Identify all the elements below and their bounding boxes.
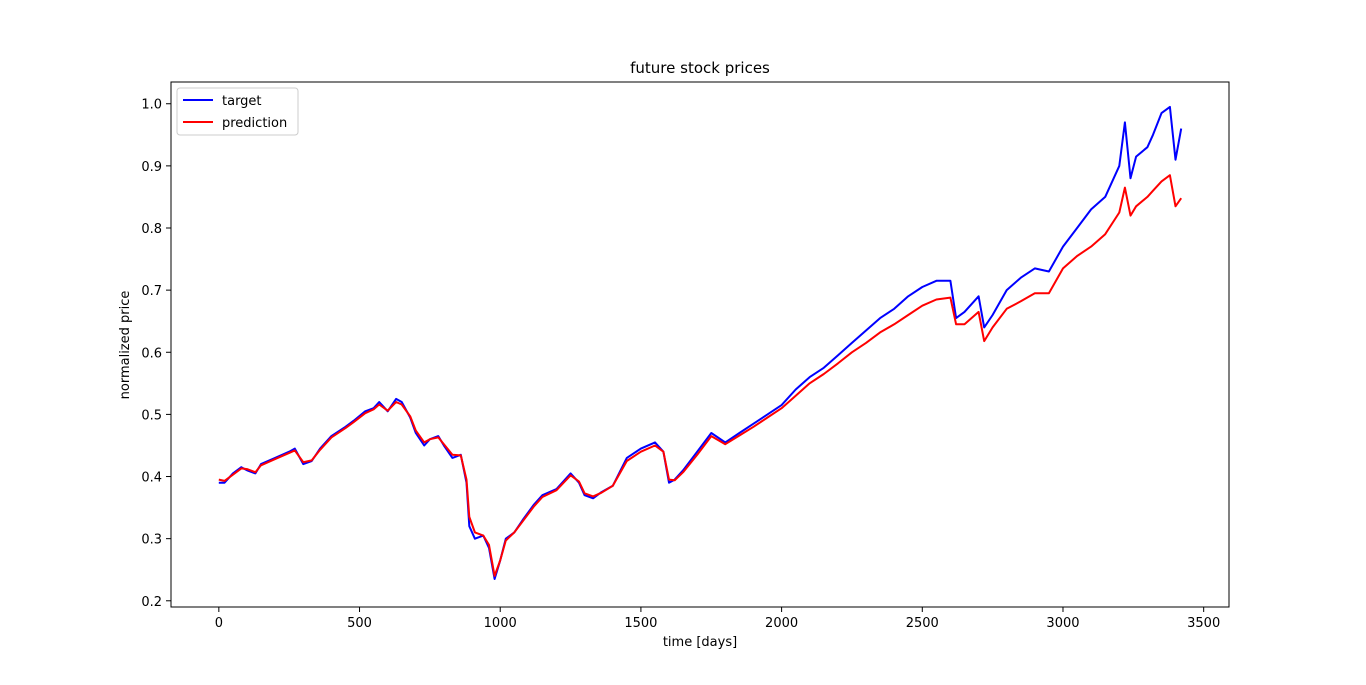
y-axis-label: normalized price — [118, 291, 133, 400]
x-tick-label: 2000 — [765, 616, 798, 631]
legend-prediction-label: prediction — [222, 116, 287, 131]
y-tick-label: 1.0 — [141, 98, 162, 113]
plot-area-frame — [170, 81, 1230, 608]
y-tick-label: 0.8 — [141, 222, 162, 237]
y-tick-label: 0.7 — [141, 284, 162, 299]
x-tick-label: 3000 — [1046, 616, 1079, 631]
x-tick-label: 500 — [347, 616, 372, 631]
y-tick-label: 0.2 — [141, 595, 162, 610]
y-tick-label: 0.5 — [141, 408, 162, 423]
x-tick-label: 1500 — [624, 616, 657, 631]
y-tick-label: 0.6 — [141, 346, 162, 361]
chart-title: future stock prices — [630, 59, 770, 77]
x-tick-label: 3500 — [1187, 616, 1220, 631]
y-tick-label: 0.9 — [141, 160, 162, 175]
y-tick-label: 0.4 — [141, 471, 162, 486]
series-line-prediction — [218, 174, 1183, 577]
x-axis-label: time [days] — [663, 635, 737, 650]
x-tick-label: 0 — [215, 616, 223, 631]
legend-target-label: target — [222, 94, 262, 109]
x-axis: 0 500 1000 1500 2000 2500 3000 3500 — [215, 607, 1220, 631]
x-tick-label: 2500 — [906, 616, 939, 631]
series-layer — [218, 105, 1183, 580]
y-tick-label: 0.3 — [141, 533, 162, 548]
y-axis: 0.2 0.3 0.4 0.5 0.6 0.7 0.8 0.9 1.0 — [141, 98, 171, 610]
legend: target prediction — [176, 87, 299, 136]
x-tick-label: 1000 — [484, 616, 517, 631]
